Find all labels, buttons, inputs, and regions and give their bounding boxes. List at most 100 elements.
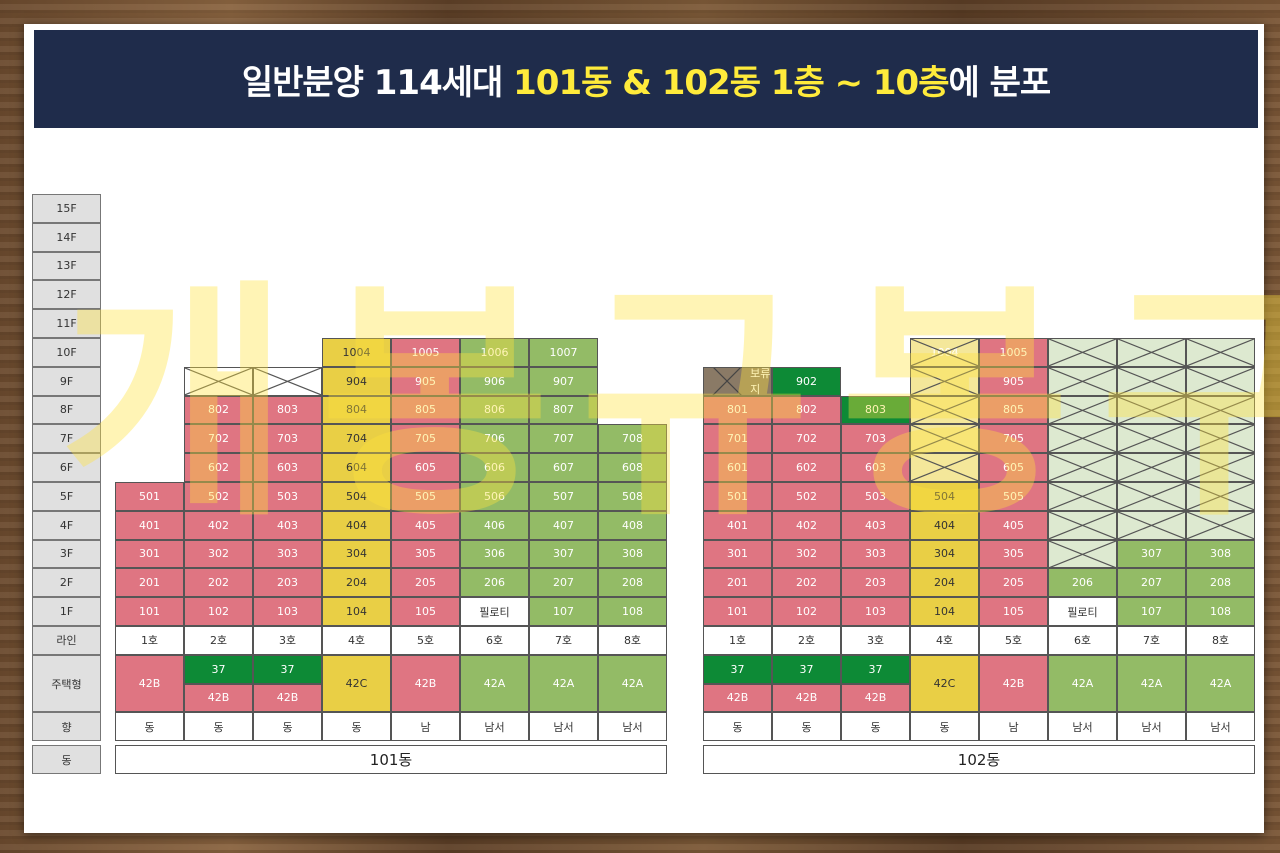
unit-cell-unavailable xyxy=(1048,395,1117,425)
unit-cell: 1006 xyxy=(460,338,529,367)
unit-cell: 404 xyxy=(910,510,979,540)
floor-label: 1F xyxy=(32,597,101,626)
unit-type: 37 xyxy=(184,654,253,684)
floor-label: 12F xyxy=(32,280,101,310)
unit-cell-unavailable xyxy=(1186,395,1255,425)
line-label: 7호 xyxy=(1117,626,1186,655)
unit-type: 42C xyxy=(322,654,391,713)
unit-cell: 602 xyxy=(772,453,841,482)
line-label: 4호 xyxy=(910,626,979,655)
cross-mark xyxy=(911,339,978,366)
unit-cell: 406 xyxy=(460,510,529,540)
unit-cell: 205 xyxy=(979,568,1048,598)
unit-cell-unavailable xyxy=(1186,424,1255,454)
cross-mark xyxy=(1049,397,1116,424)
floor-label: 4F xyxy=(32,510,101,540)
unit-cell: 403 xyxy=(253,510,322,540)
floor-label: 5F xyxy=(32,482,101,511)
direction-label: 동 xyxy=(322,712,391,742)
unit-cell: 104 xyxy=(322,597,391,626)
unit-type: 37 xyxy=(772,654,841,684)
unit-cell: 304 xyxy=(322,539,391,569)
unit-cell: 102 xyxy=(772,597,841,626)
cross-mark xyxy=(1049,368,1116,395)
unit-cell-unavailable xyxy=(1186,453,1255,482)
unit-cell-unavailable xyxy=(1117,366,1186,396)
direction-label: 남서 xyxy=(1048,712,1117,742)
unit-type: 42A xyxy=(1186,654,1255,713)
unit-cell: 105 xyxy=(979,597,1048,626)
cross-mark xyxy=(1187,425,1254,452)
unit-cell: 703 xyxy=(253,424,322,454)
line-label: 6호 xyxy=(1048,626,1117,655)
unit-cell-unavailable xyxy=(1048,510,1117,540)
line-label: 3호 xyxy=(841,626,910,655)
unit-type: 37 xyxy=(841,654,910,684)
row-label-dong: 동 xyxy=(32,745,101,774)
unit-cell: 208 xyxy=(598,568,667,598)
unit-cell: 603 xyxy=(841,453,910,482)
unit-cell: 301 xyxy=(115,539,184,569)
floor-label: 7F xyxy=(32,424,101,454)
cross-mark xyxy=(911,397,978,424)
cross-mark xyxy=(1187,454,1254,481)
floor-label: 2F xyxy=(32,568,101,598)
unit-cell: 207 xyxy=(1117,568,1186,598)
unit-type: 42B xyxy=(184,683,253,713)
unit-type: 42A xyxy=(598,654,667,713)
direction-label: 동 xyxy=(184,712,253,742)
cross-mark xyxy=(1049,339,1116,366)
unit-cell: 706 xyxy=(460,424,529,454)
unit-cell: 307 xyxy=(1117,539,1186,569)
unit-cell: 904 xyxy=(322,366,391,396)
unit-cell: 504 xyxy=(910,482,979,511)
unit-cell: 405 xyxy=(979,510,1048,540)
cross-mark xyxy=(1187,483,1254,510)
title-part-2-highlight: 101동 & 102동 1층 ~ 10층 xyxy=(513,62,949,103)
unit-cell: 308 xyxy=(598,539,667,569)
floor-label: 14F xyxy=(32,222,101,252)
unit-cell: 803 xyxy=(253,395,322,425)
unit-cell: 206 xyxy=(460,568,529,598)
unit-cell-reserved: 보류지 xyxy=(703,366,772,396)
unit-cell: 802 xyxy=(772,395,841,425)
unit-cell-unavailable xyxy=(1048,366,1117,396)
unit-type: 42B xyxy=(115,654,184,713)
unit-cell: 307 xyxy=(529,539,598,569)
line-label: 5호 xyxy=(391,626,460,655)
unit-cell: 707 xyxy=(529,424,598,454)
unit-cell: 101 xyxy=(115,597,184,626)
direction-label: 동 xyxy=(253,712,322,742)
unit-type: 42B xyxy=(772,683,841,713)
row-label-line: 라인 xyxy=(32,626,101,655)
unit-cell: 407 xyxy=(529,510,598,540)
unit-cell-unavailable xyxy=(1117,395,1186,425)
unit-cell: 1004 xyxy=(322,338,391,367)
line-label: 6호 xyxy=(460,626,529,655)
building-name: 101동 xyxy=(115,745,667,774)
floor-label: 10F xyxy=(32,338,101,367)
unit-cell: 305 xyxy=(391,539,460,569)
direction-label: 동 xyxy=(703,712,772,742)
floor-label: 6F xyxy=(32,453,101,482)
direction-label: 동 xyxy=(910,712,979,742)
line-label: 8호 xyxy=(1186,626,1255,655)
unit-cell-unavailable xyxy=(1186,482,1255,511)
unit-cell: 302 xyxy=(772,539,841,569)
unit-cell: 204 xyxy=(910,568,979,598)
title-banner: 일반분양 114세대 101동 & 102동 1층 ~ 10층 에 분포 xyxy=(34,30,1258,128)
unit-cell-unavailable xyxy=(1117,424,1186,454)
cross-mark xyxy=(185,368,252,395)
unit-cell: 507 xyxy=(529,482,598,511)
unit-cell: 301 xyxy=(703,539,772,569)
unit-cell: 108 xyxy=(598,597,667,626)
direction-label: 남서 xyxy=(1186,712,1255,742)
line-label: 1호 xyxy=(703,626,772,655)
line-label: 2호 xyxy=(184,626,253,655)
line-label: 7호 xyxy=(529,626,598,655)
unit-type: 42B xyxy=(391,654,460,713)
unit-cell: 308 xyxy=(1186,539,1255,569)
unit-type: 42B xyxy=(841,683,910,713)
unit-cell-unavailable xyxy=(1117,510,1186,540)
unit-type: 42B xyxy=(703,683,772,713)
